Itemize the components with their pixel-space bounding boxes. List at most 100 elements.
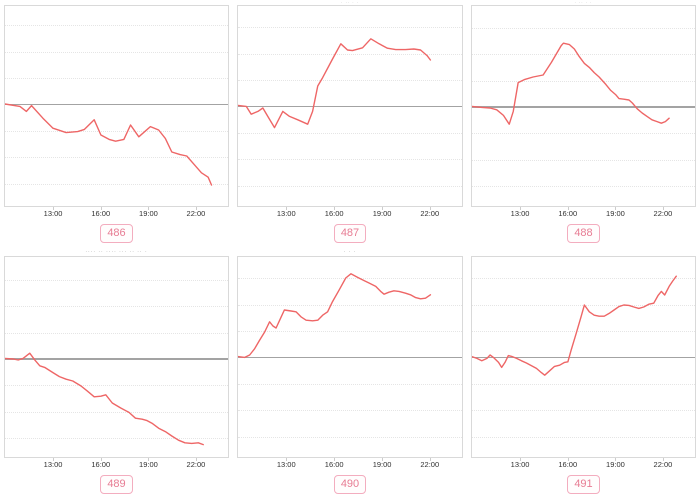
zero-line xyxy=(472,106,695,108)
axis-tick xyxy=(429,207,431,210)
x-axis-label: 19:00 xyxy=(606,209,625,218)
axis-tick xyxy=(286,207,288,210)
axis-tick xyxy=(520,458,522,461)
chart-title: · ·· · · xyxy=(574,2,593,5)
gridline xyxy=(238,27,462,29)
x-axis-label: 16:00 xyxy=(558,209,578,218)
plot-area[interactable] xyxy=(4,5,229,207)
gridline xyxy=(238,132,462,134)
gridline xyxy=(472,27,695,29)
x-axis-label: 13:00 xyxy=(276,209,296,218)
zero-line xyxy=(238,356,462,359)
gridline xyxy=(5,51,228,53)
x-axis-label: 22:00 xyxy=(186,460,206,469)
zero-line xyxy=(5,103,228,106)
plot-area[interactable] xyxy=(4,256,229,458)
gridline xyxy=(238,304,462,306)
gridline xyxy=(238,331,462,332)
chart-title xyxy=(471,249,696,256)
x-axis-label: 16:00 xyxy=(324,209,344,218)
axis-tick xyxy=(567,207,569,210)
zero-line xyxy=(472,356,695,359)
x-axis-label: 13:00 xyxy=(43,460,63,469)
axis-tick xyxy=(53,207,55,210)
badge-row: 489 xyxy=(4,471,229,498)
axis-tick xyxy=(520,207,522,210)
line-series-svg xyxy=(5,6,228,206)
x-axis: 13:00 16:00 19:00 22:00 xyxy=(471,458,696,471)
axis-tick xyxy=(662,207,664,210)
chart-badge[interactable]: 490 xyxy=(333,475,367,494)
x-axis: 13:00 16:00 19:00 22:00 xyxy=(237,458,463,471)
gridline xyxy=(238,278,462,280)
badge-row: 486 xyxy=(4,220,229,247)
chart-title: · ·· · · xyxy=(341,2,359,5)
gridline xyxy=(238,185,462,187)
gridline xyxy=(5,332,228,334)
x-axis: 13:00 16:00 19:00 22:00 xyxy=(4,458,229,471)
gridline xyxy=(472,159,695,161)
axis-tick xyxy=(382,207,384,210)
series-line xyxy=(238,274,430,358)
plot-area[interactable] xyxy=(471,5,696,207)
axis-tick xyxy=(195,458,197,461)
series-line xyxy=(5,104,211,185)
x-axis-label: 16:00 xyxy=(91,209,111,218)
x-axis-label: 19:00 xyxy=(139,209,158,218)
chart-badge[interactable]: 487 xyxy=(333,224,367,243)
chart-badge[interactable]: 488 xyxy=(567,224,600,243)
gridline xyxy=(5,411,228,413)
gridline xyxy=(5,157,228,159)
axis-tick xyxy=(195,207,197,210)
plot-area[interactable] xyxy=(237,256,463,458)
gridline xyxy=(472,278,695,280)
x-axis-label: 19:00 xyxy=(139,460,158,469)
x-axis-label: 22:00 xyxy=(420,209,440,218)
line-series-svg xyxy=(5,257,228,457)
gridline xyxy=(5,306,228,308)
gridline xyxy=(238,53,462,55)
chart-cell-487: · ·· · · 13:00 16:00 19:00 22:00 487 xyxy=(233,0,467,247)
series-line xyxy=(472,276,676,375)
chart-cell-489: ···· ·· ···· ··· ·· ·· · 13:00 16:00 19:00… xyxy=(0,247,233,495)
chart-badge[interactable]: 489 xyxy=(100,475,133,494)
gridline xyxy=(472,304,695,306)
axis-tick xyxy=(100,207,102,210)
gridline xyxy=(472,54,695,56)
axis-tick xyxy=(100,458,102,461)
axis-tick xyxy=(615,207,617,210)
chart-title: ···· ·· ···· ··· ·· ·· · xyxy=(85,249,148,255)
x-axis-label: 22:00 xyxy=(653,460,673,469)
gridline xyxy=(472,80,695,82)
chart-cell-491: 13:00 16:00 19:00 22:00 491 xyxy=(467,247,700,495)
x-axis-label: 13:00 xyxy=(510,209,530,218)
axis-tick xyxy=(148,458,150,461)
axis-tick xyxy=(662,458,664,461)
zero-line xyxy=(238,105,462,108)
series-line xyxy=(5,353,203,444)
chart-badge[interactable]: 491 xyxy=(567,475,600,494)
gridline xyxy=(5,131,228,132)
gridline xyxy=(472,331,695,332)
axis-tick xyxy=(615,458,617,461)
plot-area[interactable] xyxy=(237,5,463,207)
chart-cell-488: · ·· · · 13:00 16:00 19:00 22:00 488 xyxy=(467,0,700,247)
x-axis-label: 22:00 xyxy=(186,209,206,218)
x-axis: 13:00 16:00 19:00 22:00 xyxy=(237,207,463,220)
chart-badge[interactable]: 486 xyxy=(100,224,133,243)
x-axis-label: 13:00 xyxy=(276,460,296,469)
gridline xyxy=(5,438,228,440)
series-line xyxy=(472,43,669,124)
x-axis-label: 16:00 xyxy=(324,460,344,469)
gridline xyxy=(238,410,462,412)
badge-row: 488 xyxy=(471,220,696,247)
zero-line xyxy=(5,358,228,360)
plot-area[interactable] xyxy=(471,256,696,458)
axis-tick xyxy=(286,458,288,461)
line-series-svg xyxy=(472,6,695,206)
line-series-svg xyxy=(472,257,695,457)
gridline xyxy=(472,383,695,385)
badge-row: 490 xyxy=(237,471,463,498)
gridline xyxy=(238,80,462,81)
axis-tick xyxy=(53,458,55,461)
